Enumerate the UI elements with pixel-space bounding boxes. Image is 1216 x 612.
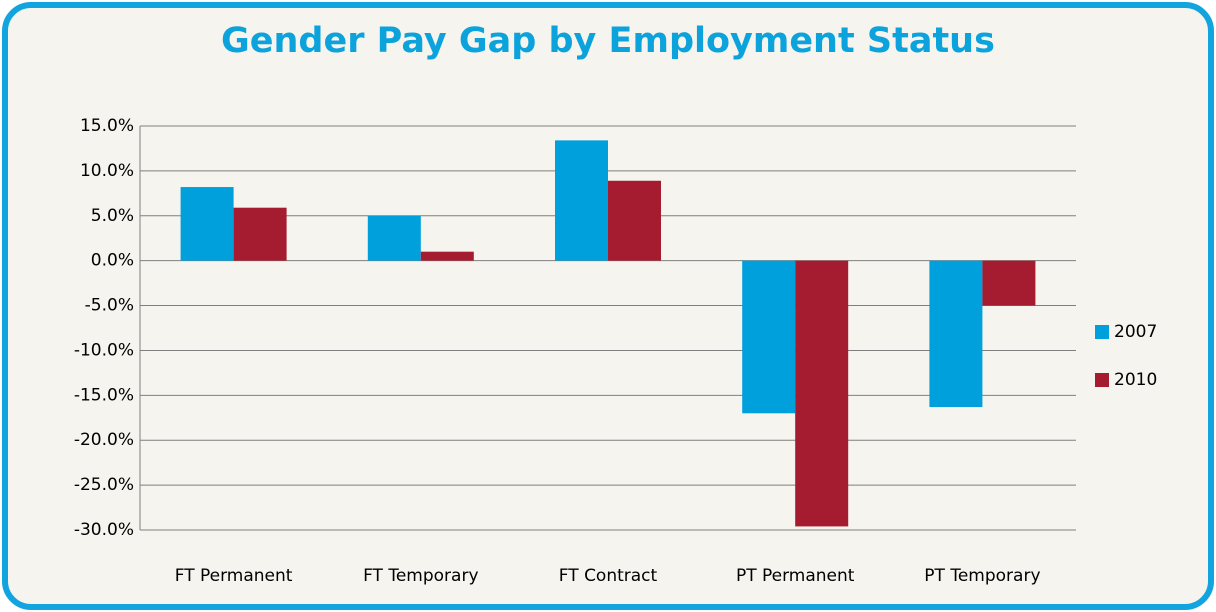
- y-tick-label: -5.0%: [85, 296, 134, 316]
- legend-label: 2010: [1114, 370, 1157, 390]
- bar: [742, 260, 796, 414]
- bar: [420, 251, 474, 261]
- bar: [608, 180, 661, 261]
- x-tick-label: FT Contract: [559, 566, 658, 586]
- y-tick-label: 15.0%: [80, 116, 134, 136]
- bar: [555, 140, 608, 261]
- chart-title: Gender Pay Gap by Employment Status: [221, 21, 995, 61]
- bar: [795, 260, 849, 527]
- x-tick-label: FT Permanent: [175, 566, 293, 586]
- legend-label: 2007: [1114, 322, 1157, 342]
- y-tick-label: 10.0%: [80, 161, 134, 181]
- y-tick-label: -25.0%: [74, 475, 134, 495]
- y-tick-label: -30.0%: [74, 520, 134, 540]
- bar: [233, 207, 287, 261]
- y-tick-label: -15.0%: [74, 385, 134, 405]
- y-tick-label: -20.0%: [74, 430, 134, 450]
- x-tick-label: FT Temporary: [363, 566, 478, 586]
- legend-swatch: [1095, 373, 1109, 387]
- bar: [982, 260, 1036, 306]
- bar: [367, 215, 421, 261]
- y-tick-label: -10.0%: [74, 340, 134, 360]
- x-tick-label: PT Permanent: [736, 566, 855, 586]
- y-tick-label: 5.0%: [91, 206, 134, 226]
- bar: [180, 187, 234, 261]
- bar: [929, 260, 983, 408]
- y-tick-label: 0.0%: [91, 251, 134, 271]
- x-tick-label: PT Temporary: [924, 566, 1040, 586]
- legend-swatch: [1095, 325, 1109, 339]
